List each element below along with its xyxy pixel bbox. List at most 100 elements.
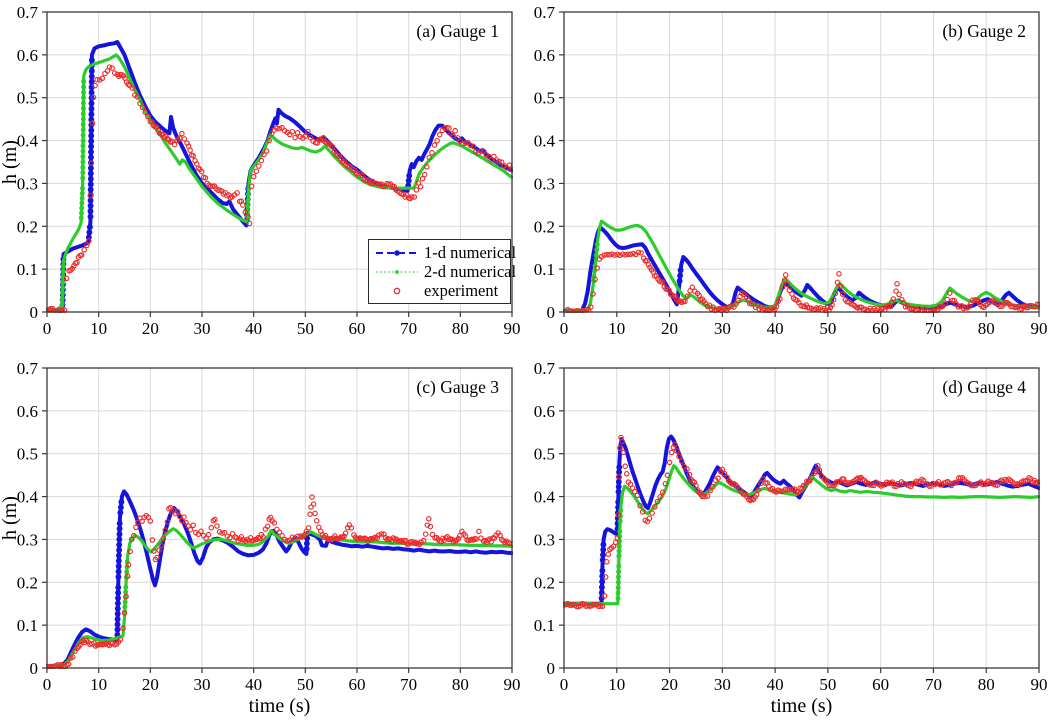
svg-text:0.2: 0.2 <box>17 217 38 236</box>
svg-text:10: 10 <box>90 675 107 694</box>
svg-text:0.7: 0.7 <box>534 3 556 22</box>
svg-text:20: 20 <box>661 319 678 338</box>
axes-frame <box>46 11 513 313</box>
svg-text:0.6: 0.6 <box>17 402 38 421</box>
tick-marks <box>559 11 1040 317</box>
svg-text:0: 0 <box>30 303 39 322</box>
subplot-title: (a) Gauge 1 <box>416 21 499 41</box>
legend: 1-d numerical 2-d numerical experiment <box>368 239 516 304</box>
svg-text:30: 30 <box>194 319 211 338</box>
svg-text:20: 20 <box>142 319 159 338</box>
svg-text:0: 0 <box>560 675 569 694</box>
series-scatter-experiment <box>563 249 1040 313</box>
svg-text:40: 40 <box>245 675 262 694</box>
svg-text:30: 30 <box>714 319 731 338</box>
svg-text:0.5: 0.5 <box>534 445 555 464</box>
series-group <box>563 219 1040 313</box>
axes-frame <box>563 11 1040 313</box>
series-jump-markers <box>676 267 684 284</box>
legend-item-2d-numerical: 2-d numerical <box>374 262 516 281</box>
axes-frame <box>563 367 1040 669</box>
series-line-2-d-numerical <box>563 464 1040 606</box>
series-jump-markers <box>114 498 311 638</box>
svg-text:0.3: 0.3 <box>17 530 38 549</box>
svg-text:70: 70 <box>400 675 417 694</box>
svg-text:10: 10 <box>608 675 625 694</box>
tick-marks <box>559 367 1040 673</box>
legend-2d-line-icon <box>376 269 418 274</box>
svg-text:60: 60 <box>872 675 889 694</box>
series-group <box>563 434 1040 610</box>
svg-text:80: 80 <box>452 675 469 694</box>
grid <box>47 12 512 312</box>
series-group <box>46 489 513 669</box>
svg-text:0.5: 0.5 <box>17 89 38 108</box>
svg-text:60: 60 <box>349 675 366 694</box>
tick-labels: 0 10 20 30 40 50 60 70 80 90 0 0.1 0.2 0.3 0.4 0.5 0.6 0.… <box>534 359 1048 694</box>
subplot-gauge-3: 0 10 20 30 40 50 60 70 80 90 0 0.1 0.2 0.3 0.4 0.5 0.6 0.… <box>0 359 521 717</box>
svg-text:50: 50 <box>819 319 836 338</box>
svg-text:40: 40 <box>767 319 784 338</box>
svg-text:70: 70 <box>925 319 942 338</box>
series-jump-markers <box>59 57 413 308</box>
svg-text:40: 40 <box>245 319 262 338</box>
svg-text:0.7: 0.7 <box>17 359 39 378</box>
svg-text:0.2: 0.2 <box>534 217 555 236</box>
subplot-gauge-2: 0 10 20 30 40 50 60 70 80 90 0 0.1 0.2 0.3 0.4 0.5 0.6 0.… <box>534 3 1048 338</box>
svg-text:0.7: 0.7 <box>17 3 39 22</box>
svg-text:10: 10 <box>608 319 625 338</box>
svg-text:0.1: 0.1 <box>17 616 38 635</box>
svg-text:50: 50 <box>819 675 836 694</box>
tick-labels: 0 10 20 30 40 50 60 70 80 90 0 0.1 0.2 0.3 0.4 0.5 0.6 0.… <box>17 3 521 338</box>
svg-text:0: 0 <box>560 319 569 338</box>
svg-text:80: 80 <box>452 319 469 338</box>
svg-text:70: 70 <box>925 675 942 694</box>
grid <box>564 368 1039 668</box>
svg-text:0.4: 0.4 <box>534 488 556 507</box>
svg-text:0: 0 <box>547 659 556 678</box>
svg-text:40: 40 <box>767 675 784 694</box>
series-line-1-d-numerical <box>46 40 513 312</box>
svg-text:0.6: 0.6 <box>17 46 38 65</box>
subplot-title: (c) Gauge 3 <box>416 377 499 397</box>
svg-text:90: 90 <box>1031 675 1048 694</box>
legend-label-experiment: experiment <box>424 281 499 300</box>
svg-text:20: 20 <box>142 675 159 694</box>
y-axis-label: h (m) <box>0 496 21 540</box>
svg-text:0.5: 0.5 <box>534 89 555 108</box>
legend-experiment-circle-icon <box>393 287 401 294</box>
svg-text:10: 10 <box>90 319 107 338</box>
tick-marks <box>42 367 513 673</box>
svg-text:0.1: 0.1 <box>534 260 555 279</box>
legend-1d-line-icon <box>376 249 418 256</box>
svg-text:0.4: 0.4 <box>17 132 39 151</box>
series-scatter-experiment <box>563 434 1040 610</box>
x-axis-label: time (s) <box>249 695 311 717</box>
subplot-gauge-1: 0 10 20 30 40 50 60 70 80 90 0 0.1 0.2 0.3 0.4 0.5 0.6 0.… <box>0 3 521 338</box>
svg-text:50: 50 <box>297 675 314 694</box>
svg-text:0.3: 0.3 <box>17 174 38 193</box>
legend-label-1d: 1-d numerical <box>424 243 517 262</box>
series-group <box>46 40 513 313</box>
svg-text:0.4: 0.4 <box>534 132 556 151</box>
y-axis-label: h (m) <box>0 140 21 184</box>
legend-item-1d-numerical: 1-d numerical <box>374 243 516 262</box>
x-axis-label: time (s) <box>771 695 833 717</box>
svg-text:0: 0 <box>547 303 556 322</box>
svg-text:0.6: 0.6 <box>534 402 555 421</box>
svg-text:50: 50 <box>297 319 314 338</box>
legend-item-experiment: experiment <box>374 281 506 300</box>
svg-text:20: 20 <box>661 675 678 694</box>
axes-frame <box>46 367 513 669</box>
svg-text:0: 0 <box>30 659 39 678</box>
svg-text:0.3: 0.3 <box>534 174 555 193</box>
subplot-title: (b) Gauge 2 <box>942 21 1026 41</box>
svg-text:30: 30 <box>194 675 211 694</box>
series-scatter-experiment <box>46 64 513 313</box>
svg-text:0.4: 0.4 <box>17 488 39 507</box>
grid <box>564 12 1039 312</box>
svg-text:0.7: 0.7 <box>534 359 556 378</box>
svg-text:0.2: 0.2 <box>17 573 38 592</box>
svg-text:80: 80 <box>978 675 995 694</box>
